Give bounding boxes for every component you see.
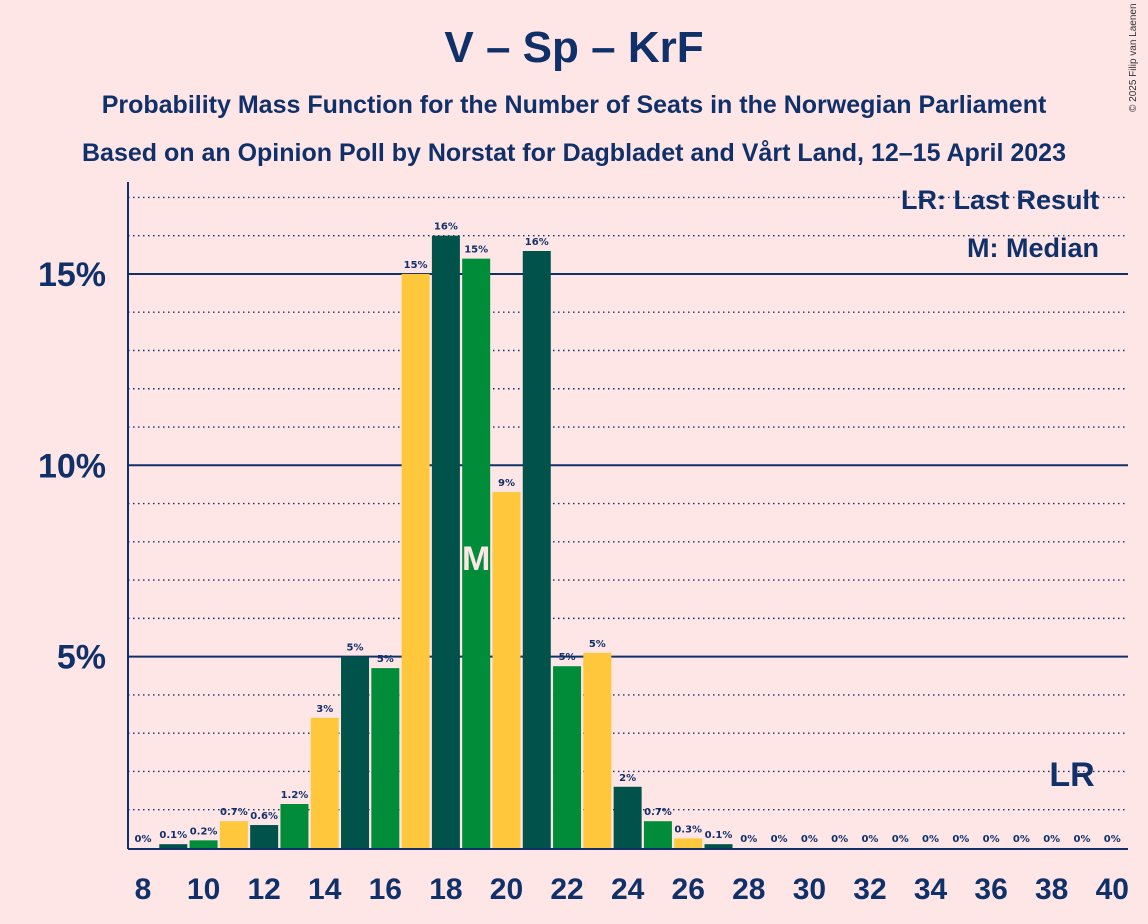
x-tick-label-36: 36 <box>974 873 1007 906</box>
bar-label-seat-29: 0% <box>771 834 788 845</box>
x-tick-label-8: 8 <box>135 873 152 906</box>
x-tick-label-12: 12 <box>247 873 280 906</box>
bar-label-seat-38: 0% <box>1043 834 1060 845</box>
x-tick-label-28: 28 <box>732 873 765 906</box>
x-tick-label-22: 22 <box>550 873 583 906</box>
bar-seat-21 <box>522 250 551 848</box>
legend-median: M: Median <box>967 233 1099 263</box>
y-tick-label: 5% <box>57 639 106 677</box>
bar-label-seat-28: 0% <box>740 834 757 845</box>
bar-seat-14 <box>310 717 339 848</box>
chart-title: V – Sp – KrF <box>444 23 704 72</box>
bars <box>159 235 733 849</box>
last-result-marker: LR <box>1049 756 1094 794</box>
bar-label-seat-22: 5% <box>559 652 576 663</box>
bar-seat-22 <box>553 666 582 848</box>
bar-label-seat-35: 0% <box>952 834 969 845</box>
x-tick-label-34: 34 <box>914 873 948 906</box>
bar-seat-18 <box>431 235 460 848</box>
bar-label-seat-34: 0% <box>922 834 939 845</box>
bar-label-seat-33: 0% <box>892 834 909 845</box>
bar-labels: 0% 0.1% 0.2%0.7% 0.6%1.2%3%5%5%15%16%15%9%1… <box>135 222 1121 845</box>
chart-subtitle-1: Probability Mass Function for the Number… <box>101 91 1047 119</box>
bar-label-seat-17: 15% <box>404 260 428 271</box>
bar-label-seat-19: 15% <box>464 245 488 256</box>
bar-seat-26 <box>674 838 703 848</box>
x-tick-label-16: 16 <box>369 873 402 906</box>
bar-label-seat-21: 16% <box>525 237 549 248</box>
chart-subtitle-2: Based on an Opinion Poll by Norstat for … <box>81 139 1066 167</box>
bar-label-seat-11: 0.7% <box>220 807 248 818</box>
bar-label-seat-16: 5% <box>377 654 394 665</box>
bar-seat-15 <box>341 656 370 848</box>
x-tick-label-10: 10 <box>187 873 220 906</box>
bar-label-seat-37: 0% <box>1013 834 1030 845</box>
bar-label-seat-8: 0% <box>135 834 152 845</box>
bar-label-seat-12: 0.6% <box>250 811 278 822</box>
bar-label-seat-9: 0.1% <box>159 830 187 841</box>
legend-last-result: LR: Last Result <box>901 185 1099 215</box>
bar-label-seat-30: 0% <box>801 834 818 845</box>
bar-seat-13 <box>280 803 309 848</box>
x-tick-label-20: 20 <box>490 873 523 906</box>
bar-seat-11 <box>219 821 248 848</box>
bar-label-seat-25: 0.7% <box>644 807 672 818</box>
bar-seat-19 <box>462 258 491 849</box>
bar-label-seat-13: 1.2% <box>281 790 309 801</box>
bar-label-seat-40: 0% <box>1104 834 1121 845</box>
bar-label-seat-31: 0% <box>831 834 848 845</box>
bar-label-seat-14: 3% <box>316 704 333 715</box>
bar-label-seat-18: 16% <box>434 222 458 233</box>
bar-seat-9 <box>159 844 188 848</box>
bar-label-seat-26: 0.3% <box>674 824 702 835</box>
x-tick-label-38: 38 <box>1035 873 1068 906</box>
bar-label-seat-39: 0% <box>1073 834 1090 845</box>
bar-seat-24 <box>613 786 642 848</box>
x-tick-label-24: 24 <box>611 873 645 906</box>
x-tick-label-30: 30 <box>793 873 826 906</box>
bar-seat-17 <box>401 273 430 848</box>
bar-label-seat-15: 5% <box>347 643 364 654</box>
axes: 5% 10% 15% 8 10 12 14 16 18 20 22 24 26 28 30 32 34 36 38 4… <box>38 182 1129 906</box>
median-marker: M <box>462 540 490 578</box>
bar-label-seat-23: 5% <box>589 639 606 650</box>
bar-seat-16 <box>371 668 400 848</box>
bar-label-seat-27: 0.1% <box>705 830 733 841</box>
x-tick-label-18: 18 <box>429 873 462 906</box>
bar-label-seat-24: 2% <box>619 773 636 784</box>
bar-label-seat-10: 0.2% <box>190 826 218 837</box>
x-tick-label-40: 40 <box>1096 873 1129 906</box>
x-tick-label-26: 26 <box>672 873 705 906</box>
bar-seat-10 <box>189 840 218 848</box>
bar-seat-27 <box>704 844 733 848</box>
bar-label-seat-32: 0% <box>861 834 878 845</box>
bar-label-seat-36: 0% <box>983 834 1000 845</box>
bar-seat-12 <box>250 825 279 848</box>
bar-seat-20 <box>492 492 521 848</box>
bar-seat-23 <box>583 652 612 848</box>
y-tick-label: 15% <box>38 256 106 294</box>
x-tick-label-14: 14 <box>308 873 342 906</box>
bar-label-seat-20: 9% <box>498 478 515 489</box>
x-tick-label-32: 32 <box>853 873 886 906</box>
grid-lines <box>128 196 1128 811</box>
bar-seat-25 <box>643 821 672 848</box>
y-tick-label: 10% <box>38 447 106 485</box>
